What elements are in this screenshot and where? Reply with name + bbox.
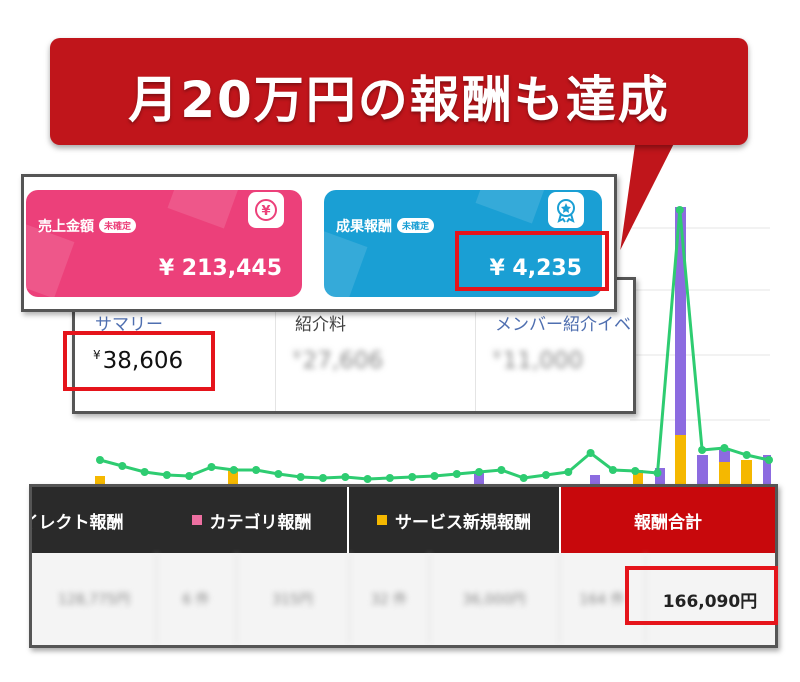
card-decoration (475, 190, 553, 224)
svg-text:¥: ¥ (261, 204, 270, 219)
total-highlight-box (625, 566, 778, 625)
unconfirmed-badge: 未確定 (99, 218, 137, 233)
header-total-reward: 報酬合計 (561, 487, 775, 553)
chart-point (274, 470, 283, 478)
summary-value: ¥38,606 (93, 348, 184, 374)
sales-amount-value: ¥ 213,445 (158, 256, 282, 281)
chart-point (542, 471, 550, 479)
card-decoration (167, 190, 245, 229)
chart-point (162, 471, 171, 479)
chart-point (742, 451, 751, 459)
sales-amount-title: 売上金額 未確定 (38, 216, 137, 236)
sales-amount-card[interactable]: 売上金額 未確定 ¥ ¥ 213,445 (26, 190, 302, 297)
chart-point (207, 463, 216, 471)
yen-coin-icon: ¥ (248, 192, 284, 228)
header-direct-reward: ダイレクト報酬 (32, 487, 158, 553)
chart-point (608, 466, 617, 474)
yellow-legend-square (377, 515, 387, 525)
table-cell: 128,775円 (32, 553, 157, 645)
chart-point (341, 473, 350, 481)
chart-point (698, 446, 707, 454)
reward-highlight-box (455, 231, 609, 291)
chart-point (452, 470, 461, 478)
member-referral-label[interactable]: メンバー紹介イベ (495, 315, 631, 335)
chart-point (653, 469, 662, 477)
chart-bars (95, 207, 771, 485)
summary-column-member[interactable]: メンバー紹介イベ ¥11,000 (475, 280, 633, 411)
summary-highlight-box (63, 331, 215, 391)
referral-fee-label: 紹介料 (295, 315, 346, 335)
chart-point (720, 444, 729, 452)
chart-point (765, 456, 773, 464)
card-decoration (324, 226, 368, 297)
table-cell: 315円 (236, 553, 350, 645)
chart-point (430, 472, 439, 480)
chart-line (96, 206, 773, 483)
pink-legend-square (191, 515, 202, 525)
chart-point (140, 468, 149, 476)
chart-point (252, 466, 261, 474)
headline-text: 月20万円の報酬も達成 (128, 71, 670, 129)
reward-card[interactable]: 成果報酬 未確定 ¥ 4,235 (324, 190, 602, 297)
summary-tab-label[interactable]: サマリー (95, 315, 163, 335)
chart-point (363, 475, 372, 483)
chart-point (564, 468, 573, 476)
chart-point (631, 467, 640, 475)
reward-title: 成果報酬 未確定 (336, 216, 435, 236)
award-ribbon-icon (548, 192, 584, 228)
total-reward-value: 166,090円 (662, 591, 758, 612)
chart-point (519, 474, 528, 482)
chart-point (675, 206, 684, 214)
table-cell: 36,000円 (429, 553, 560, 645)
chart-point (296, 473, 305, 481)
chart-point (586, 449, 595, 457)
member-referral-value: ¥11,000 (493, 348, 584, 374)
table-cell: 32 件 (349, 553, 430, 645)
reward-value: ¥ 4,235 (489, 256, 582, 281)
header-service-new-reward: サービス新規報酬 (349, 487, 561, 553)
chart-point (475, 468, 484, 476)
unconfirmed-badge: 未確定 (397, 218, 435, 233)
chart-point (408, 473, 417, 481)
chart-gridlines (630, 227, 770, 421)
chart-point (185, 472, 194, 480)
headline-callout: 月20万円の報酬も達成 (50, 38, 748, 145)
summary-column-referral[interactable]: 紹介料 ¥27,606 (275, 280, 476, 411)
table-cell: 164 件 (559, 553, 646, 645)
table-cell: 6 件 (156, 553, 237, 645)
chart-point (96, 456, 104, 464)
chart-point (497, 466, 506, 474)
chart-point (229, 466, 238, 474)
header-category-reward: カテゴリ報酬 (156, 487, 349, 553)
chart-point (385, 474, 394, 482)
referral-fee-value: ¥27,606 (293, 348, 384, 374)
summary-column-summary[interactable]: サマリー ¥38,606 (75, 280, 276, 411)
chart-point (118, 462, 127, 470)
chart-point (319, 474, 327, 482)
